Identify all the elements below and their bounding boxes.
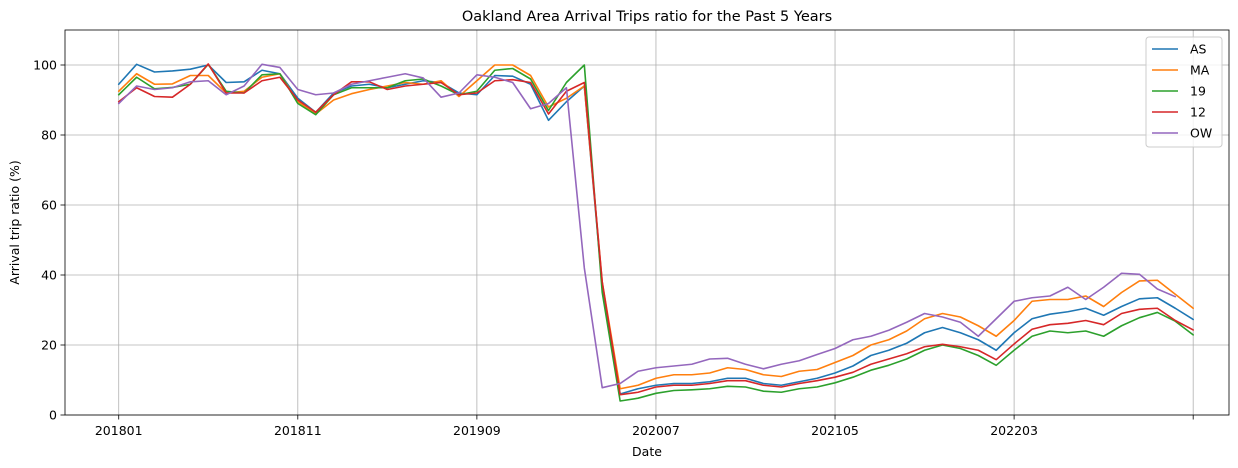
y-tick-label: 80 xyxy=(41,128,57,143)
legend-label-as: AS xyxy=(1190,42,1207,57)
y-tick-label: 40 xyxy=(41,268,57,283)
y-axis-label: Arrival trip ratio (%) xyxy=(7,160,22,284)
x-axis-label: Date xyxy=(632,444,662,459)
y-tick-label: 100 xyxy=(33,58,57,73)
x-tick-label: 201811 xyxy=(274,423,322,438)
y-tick-label: 20 xyxy=(41,338,57,353)
legend-label-12: 12 xyxy=(1190,105,1206,120)
legend-label-19: 19 xyxy=(1190,84,1206,99)
y-tick-label: 0 xyxy=(49,408,57,423)
x-tick-label: 202203 xyxy=(990,423,1038,438)
legend-label-ma: MA xyxy=(1190,63,1210,78)
x-tick-label: 201909 xyxy=(453,423,501,438)
x-tick-label: 201801 xyxy=(95,423,143,438)
x-tick-label: 202105 xyxy=(811,423,859,438)
y-tick-label: 60 xyxy=(41,198,57,213)
legend: AS MA 19 12 OW xyxy=(1146,37,1222,147)
x-tick-label: 202007 xyxy=(632,423,680,438)
chart-title: Oakland Area Arrival Trips ratio for the… xyxy=(462,9,832,25)
legend-label-ow: OW xyxy=(1190,126,1212,141)
